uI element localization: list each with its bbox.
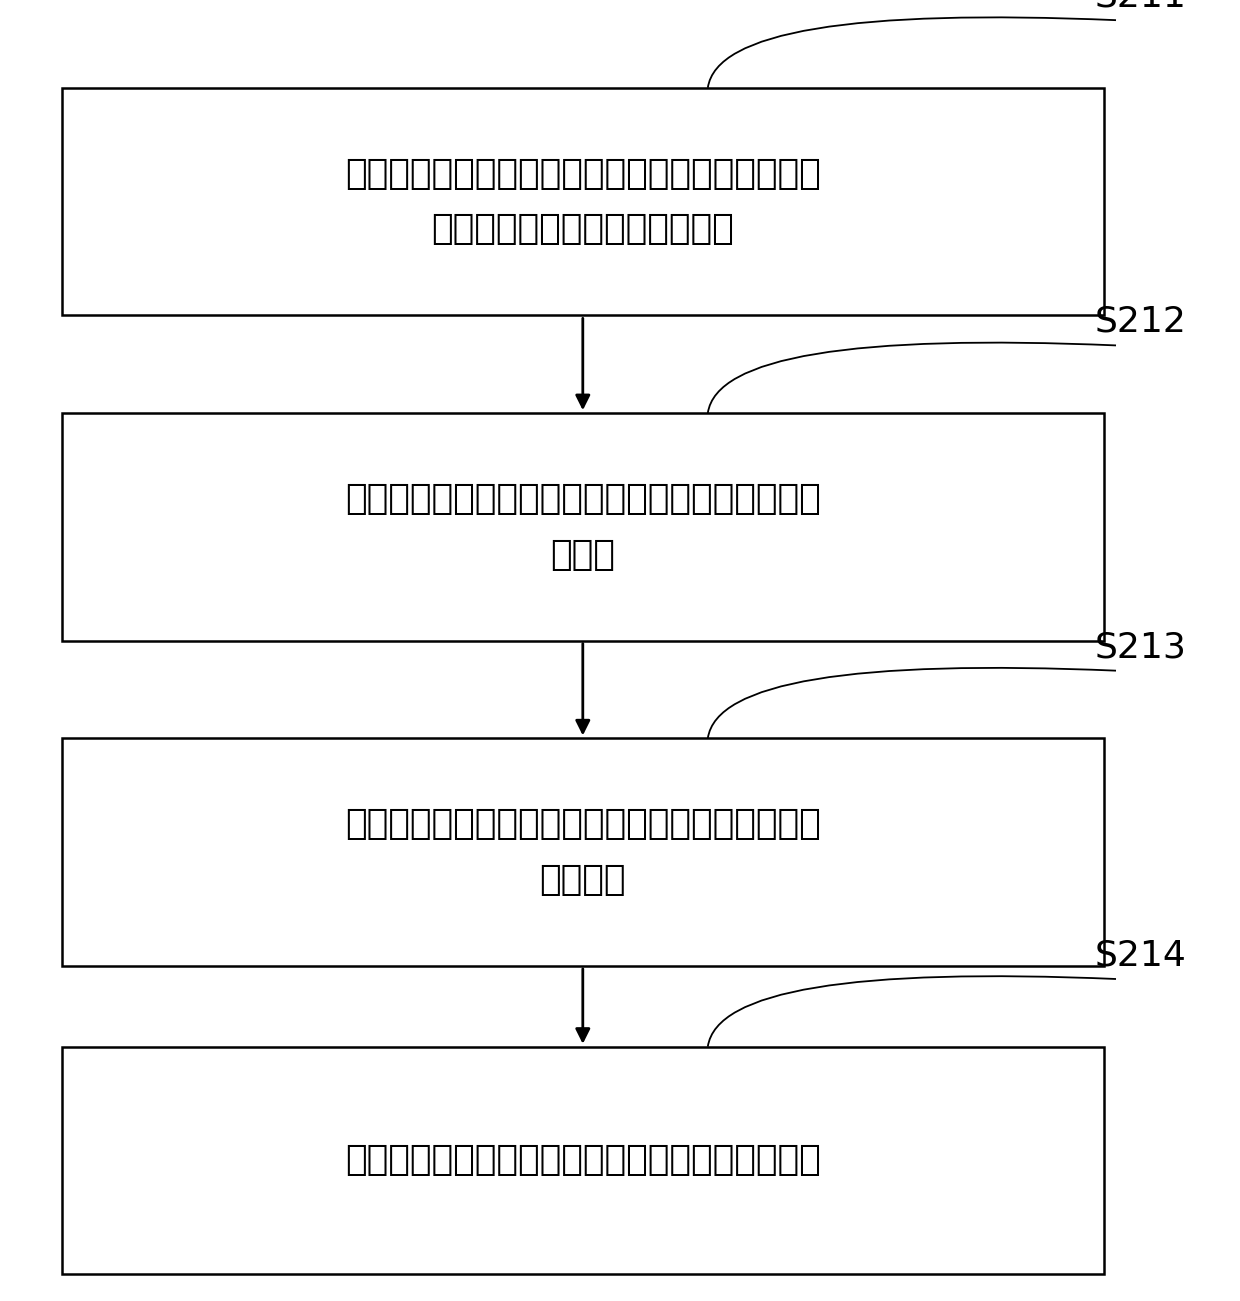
Text: S213: S213 <box>1095 630 1187 665</box>
Text: S211: S211 <box>1095 0 1187 14</box>
Text: 采样第一输出桥臂的输出电压，并计算第一输出桥
臂的输出电压与预设电压的差值: 采样第一输出桥臂的输出电压，并计算第一输出桥 臂的输出电压与预设电压的差值 <box>345 157 821 246</box>
FancyBboxPatch shape <box>62 88 1104 316</box>
Text: 对第一待处理信号进行第一限幅处理，获得第一占
空比信号: 对第一待处理信号进行第一限幅处理，获得第一占 空比信号 <box>345 808 821 896</box>
FancyBboxPatch shape <box>62 739 1104 965</box>
Text: S212: S212 <box>1095 304 1187 340</box>
FancyBboxPatch shape <box>62 1046 1104 1275</box>
Text: S214: S214 <box>1095 938 1187 973</box>
FancyBboxPatch shape <box>62 414 1104 641</box>
Text: 根据第一占空比信号控制第一输出桥臂的开关状态: 根据第一占空比信号控制第一输出桥臂的开关状态 <box>345 1144 821 1177</box>
Text: 对上述差值进行比例积分调节处理，获得第一待处
理信号: 对上述差值进行比例积分调节处理，获得第一待处 理信号 <box>345 483 821 571</box>
